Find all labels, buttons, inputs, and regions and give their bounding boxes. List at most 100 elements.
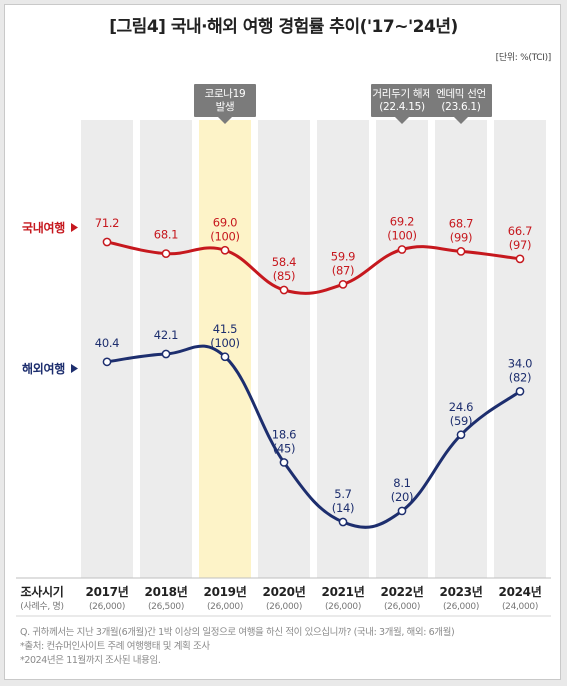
event-tag-text: 코로나19 bbox=[205, 88, 246, 100]
event-tag-text: 엔데믹 선언 bbox=[436, 88, 486, 100]
axis-sublabel: (사례수, 명) bbox=[20, 601, 63, 612]
index-label-0-2: (100) bbox=[210, 229, 239, 243]
index-label-0-5: (100) bbox=[387, 229, 416, 243]
tick-label-7: 2024년 bbox=[499, 585, 542, 599]
sample-size-0: (26,000) bbox=[89, 602, 125, 612]
year-column-4 bbox=[317, 120, 369, 578]
index-label-1-5: (20) bbox=[391, 490, 413, 504]
value-label-1-1: 42.1 bbox=[154, 328, 178, 342]
point-0-3 bbox=[279, 285, 289, 295]
sample-size-6: (26,000) bbox=[443, 602, 479, 612]
value-label-1-3: 18.6 bbox=[272, 427, 296, 441]
value-label-0-2: 69.0 bbox=[213, 215, 237, 229]
value-label-0-1: 68.1 bbox=[154, 228, 178, 242]
unit-label: [단위: %(TCI)] bbox=[495, 53, 552, 63]
tick-label-4: 2021년 bbox=[322, 585, 365, 599]
value-label-0-6: 68.7 bbox=[449, 216, 473, 230]
year-column-6 bbox=[435, 120, 487, 578]
index-label-0-6: (99) bbox=[450, 230, 472, 244]
index-label-1-4: (14) bbox=[332, 501, 354, 515]
event-tag-pointer bbox=[395, 117, 409, 124]
index-label-0-7: (97) bbox=[509, 238, 531, 252]
point-1-6 bbox=[456, 430, 466, 440]
event-tag-text: (23.6.1) bbox=[441, 101, 480, 113]
point-0-0 bbox=[102, 237, 112, 247]
event-tag-2: 엔데믹 선언(23.6.1) bbox=[430, 84, 492, 124]
event-tag-box bbox=[194, 84, 256, 117]
value-label-1-6: 24.6 bbox=[449, 400, 473, 414]
year-columns bbox=[81, 120, 546, 578]
event-tag-box bbox=[430, 84, 492, 117]
event-tag-text: 발생 bbox=[216, 101, 235, 113]
event-tag-text: (22.4.15) bbox=[379, 101, 425, 113]
point-1-0 bbox=[102, 357, 112, 367]
sample-size-7: (24,000) bbox=[502, 602, 538, 612]
index-label-1-7: (82) bbox=[509, 370, 531, 384]
point-0-5 bbox=[397, 245, 407, 254]
event-tag-1: 거리두기 해제(22.4.15) bbox=[371, 84, 433, 124]
year-column-3 bbox=[258, 120, 310, 578]
series-line-1 bbox=[105, 344, 522, 529]
index-label-0-3: (85) bbox=[273, 269, 295, 283]
sample-size-4: (26,000) bbox=[325, 602, 361, 612]
event-tag-pointer bbox=[454, 117, 468, 124]
index-label-0-4: (87) bbox=[332, 263, 354, 277]
point-1-2 bbox=[220, 352, 230, 362]
series-marker-1 bbox=[71, 364, 78, 373]
point-0-7 bbox=[515, 254, 525, 264]
value-label-0-5: 69.2 bbox=[390, 215, 414, 229]
value-label-1-5: 8.1 bbox=[393, 476, 410, 490]
value-label-1-0: 40.4 bbox=[95, 336, 119, 350]
footnote-question: Q. 귀하께서는 지난 3개월(6개월)간 1박 이상의 일정으로 여행을 하신… bbox=[20, 627, 455, 638]
value-labels: 71.268.169.0(100)58.4(85)59.9(87)69.2(10… bbox=[95, 215, 533, 516]
point-1-3 bbox=[279, 458, 289, 467]
index-label-1-2: (100) bbox=[210, 336, 239, 350]
index-label-1-6: (59) bbox=[450, 414, 472, 428]
series-name-1: 해외여행 bbox=[22, 361, 65, 376]
event-tag-box bbox=[371, 84, 433, 117]
value-label-0-0: 71.2 bbox=[95, 216, 119, 230]
sample-size-3: (26,000) bbox=[266, 602, 302, 612]
year-column-7 bbox=[494, 120, 546, 578]
sample-size-1: (26,500) bbox=[148, 602, 184, 612]
x-axis: 조사시기 (사례수, 명) 2017년 (26,000) 2018년 (26,500) 20… bbox=[16, 577, 551, 617]
value-label-0-4: 59.9 bbox=[331, 249, 355, 263]
value-label-1-7: 34.0 bbox=[508, 356, 532, 370]
tick-label-1: 2018년 bbox=[145, 585, 188, 599]
point-1-7 bbox=[515, 387, 525, 396]
point-0-4 bbox=[338, 280, 348, 289]
value-label-1-4: 5.7 bbox=[334, 487, 351, 501]
value-label-0-3: 58.4 bbox=[272, 255, 296, 269]
year-column-2 bbox=[199, 120, 251, 578]
tick-label-2: 2019년 bbox=[204, 585, 247, 599]
event-tag-pointer bbox=[218, 117, 232, 124]
axis-label: 조사시기 bbox=[21, 584, 64, 599]
sample-size-5: (26,000) bbox=[384, 602, 420, 612]
year-column-0 bbox=[81, 120, 133, 578]
index-label-1-3: (45) bbox=[273, 441, 295, 455]
sample-size-2: (26,000) bbox=[207, 602, 243, 612]
point-1-5 bbox=[397, 506, 407, 516]
point-0-2 bbox=[220, 245, 230, 255]
series-lines bbox=[102, 237, 525, 529]
value-label-0-7: 66.7 bbox=[508, 224, 532, 238]
footnote-source: *출처: 컨슈머인사이트 주례 여행행태 및 계획 조사 bbox=[20, 641, 210, 652]
year-column-5 bbox=[376, 120, 428, 578]
series-marker-0 bbox=[71, 223, 78, 232]
footnote-period: *2024년은 11월까지 조사된 내용임. bbox=[20, 655, 161, 666]
event-tag-text: 거리두기 해제 bbox=[372, 87, 431, 100]
series-line-0 bbox=[105, 240, 522, 295]
footnotes: Q. 귀하께서는 지난 3개월(6개월)간 1박 이상의 일정으로 여행을 하신… bbox=[20, 626, 550, 668]
point-0-6 bbox=[456, 247, 466, 256]
point-0-1 bbox=[161, 249, 171, 258]
value-label-1-2: 41.5 bbox=[213, 322, 237, 336]
chart-title: [그림4] 국내·해외 여행 경험률 추이('17~'24년) bbox=[109, 17, 458, 37]
tick-label-0: 2017년 bbox=[86, 585, 129, 599]
point-1-1 bbox=[161, 349, 171, 359]
series-name-0: 국내여행 bbox=[22, 220, 65, 235]
point-1-4 bbox=[338, 517, 348, 527]
